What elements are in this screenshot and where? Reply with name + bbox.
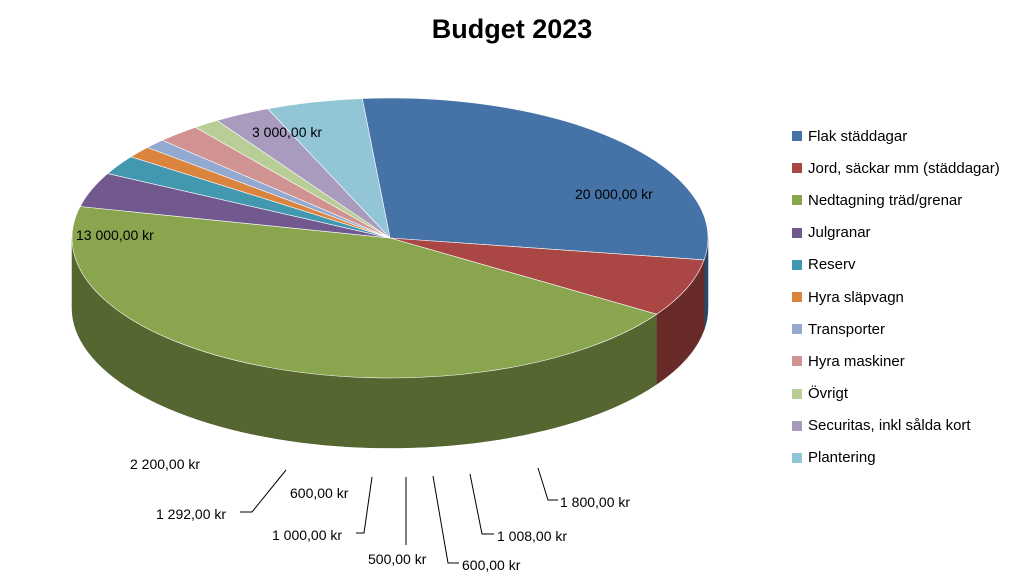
leader-line — [432, 475, 459, 564]
legend-label: Hyra släpvagn — [808, 288, 904, 306]
data-label: 1 000,00 kr — [272, 527, 342, 543]
legend: Flak städdagar Jord, säckar mm (städdagar… — [792, 120, 1000, 474]
leader-line — [469, 473, 494, 535]
legend-item: Flak städdagar — [792, 120, 1000, 152]
data-label: 2 200,00 kr — [130, 456, 200, 472]
legend-item: Securitas, inkl sålda kort — [792, 410, 1000, 442]
data-label: 600,00 kr — [290, 485, 349, 501]
legend-swatch — [792, 388, 802, 399]
legend-label: Reserv — [808, 256, 856, 274]
data-label: 500,00 kr — [368, 551, 427, 567]
legend-item: Hyra maskiner — [792, 345, 1000, 377]
legend-swatch — [792, 131, 802, 142]
legend-label: Hyra maskiner — [808, 352, 905, 370]
legend-label: Julgranar — [808, 224, 871, 242]
data-label: 1 008,00 kr — [497, 528, 567, 544]
legend-swatch — [792, 195, 802, 206]
legend-item: Övrigt — [792, 378, 1000, 410]
leader-line — [537, 467, 558, 501]
legend-label: Jord, säckar mm (städdagar) — [808, 159, 1000, 177]
legend-swatch — [792, 227, 802, 238]
legend-item: Plantering — [792, 442, 1000, 474]
slice — [389, 237, 705, 315]
legend-swatch — [792, 324, 802, 335]
data-label: 3 000,00 kr — [252, 124, 322, 140]
data-label: 1 292,00 kr — [156, 506, 226, 522]
legend-item: Transporter — [792, 313, 1000, 345]
legend-swatch — [792, 356, 802, 367]
legend-label: Transporter — [808, 320, 885, 338]
data-labels: 13 000,00 kr 3 000,00 kr 20 000,00 kr 1 800… — [76, 124, 653, 573]
leader-line — [240, 469, 287, 513]
pie-top — [71, 97, 709, 379]
legend-swatch — [792, 292, 802, 303]
slice — [71, 206, 658, 379]
slice — [361, 97, 709, 261]
slice — [267, 98, 391, 239]
legend-label: Plantering — [808, 449, 876, 467]
data-label: 20 000,00 kr — [575, 186, 653, 202]
legend-label: Nedtagning träd/grenar — [808, 191, 963, 209]
legend-swatch — [792, 420, 802, 431]
legend-label: Övrigt — [808, 385, 849, 403]
legend-item: Hyra släpvagn — [792, 281, 1000, 313]
legend-label: Flak städdagar — [808, 127, 908, 145]
legend-item: Jord, säckar mm (städdagar) — [792, 152, 1000, 184]
chart-title: Budget 2023 — [431, 14, 593, 44]
legend-swatch — [792, 259, 802, 270]
leader-line — [356, 476, 373, 534]
legend-item: Nedtagning träd/grenar — [792, 184, 1000, 216]
data-label: 13 000,00 kr — [76, 227, 154, 243]
legend-swatch — [792, 163, 802, 174]
legend-swatch — [792, 452, 802, 463]
data-label: 1 800,00 kr — [560, 494, 630, 510]
legend-label: Securitas, inkl sålda kort — [808, 417, 971, 435]
data-label: 600,00 kr — [462, 557, 521, 573]
legend-item: Reserv — [792, 249, 1000, 281]
leader-lines — [240, 467, 558, 564]
legend-item: Julgranar — [792, 217, 1000, 249]
